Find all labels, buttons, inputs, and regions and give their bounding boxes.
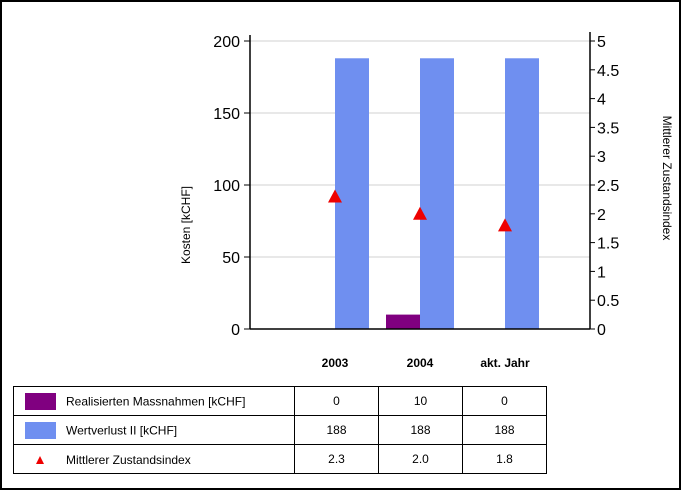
legend-swatch: [24, 392, 56, 410]
bar-1-2: [505, 58, 539, 329]
bar-0-1: [386, 314, 420, 329]
y-axis-label-right: Mittlerer Zustandsindex: [660, 116, 674, 241]
category-label: 2003: [322, 356, 349, 370]
tick-label-right: 4.5: [597, 63, 619, 80]
marker-triangle-2: [498, 218, 512, 232]
tick-label-right: 0.5: [597, 293, 619, 310]
legend-entry: Wertverlust II [kCHF]: [13, 415, 295, 445]
tick-label-right: 0: [597, 322, 606, 339]
table-cell: 2.3: [294, 444, 379, 474]
bar-1-0: [335, 58, 369, 329]
legend-entry: Mittlerer Zustandsindex: [13, 444, 295, 474]
category-label: akt. Jahr: [480, 356, 530, 370]
tick-label-left: 150: [213, 106, 240, 123]
table-cell: 10: [378, 386, 463, 416]
marker-triangle-1: [413, 206, 427, 220]
table-row: Wertverlust II [kCHF] 188 188 188: [13, 415, 547, 445]
table-row: Realisierten Massnahmen [kCHF] 0 10 0: [13, 386, 547, 416]
y-axis-label-left: Kosten [kCHF]: [179, 186, 193, 264]
tick-label-left: 200: [213, 34, 240, 51]
table-row: Mittlerer Zustandsindex 2.3 2.0 1.8: [13, 444, 547, 474]
series-name: Wertverlust II [kCHF]: [66, 423, 178, 437]
data-table: Realisierten Massnahmen [kCHF] 0 10 0 Wertve…: [13, 386, 547, 474]
triangle-icon: [36, 456, 44, 465]
tick-label-right: 1.5: [597, 236, 619, 253]
tick-label-right: 2: [597, 207, 606, 224]
table-cell: 2.0: [378, 444, 463, 474]
series-name: Mittlerer Zustandsindex: [66, 452, 191, 467]
bar-1-1: [420, 58, 454, 329]
tick-label-right: 3.5: [597, 120, 619, 137]
tick-label-left: 50: [222, 250, 240, 267]
tick-label-right: 3: [597, 149, 606, 166]
table-cell: 0: [294, 386, 379, 416]
table-cell: 188: [378, 415, 463, 445]
table-cell: 0: [462, 386, 547, 416]
tick-label-right: 1: [597, 264, 606, 281]
table-cell: 188: [462, 415, 547, 445]
legend-swatch: [24, 421, 56, 439]
category-label: 2004: [407, 356, 434, 370]
tick-label-left: 100: [213, 178, 240, 195]
legend-entry: Realisierten Massnahmen [kCHF]: [13, 386, 295, 416]
table-cell: 188: [294, 415, 379, 445]
tick-label-left: 0: [231, 322, 240, 339]
table-cell: 1.8: [462, 444, 547, 474]
series-name: Realisierten Massnahmen [kCHF]: [66, 394, 246, 408]
marker-triangle-0: [328, 189, 342, 203]
tick-label-right: 4: [597, 92, 606, 109]
tick-label-right: 5: [597, 34, 606, 51]
tick-label-right: 2.5: [597, 178, 619, 195]
